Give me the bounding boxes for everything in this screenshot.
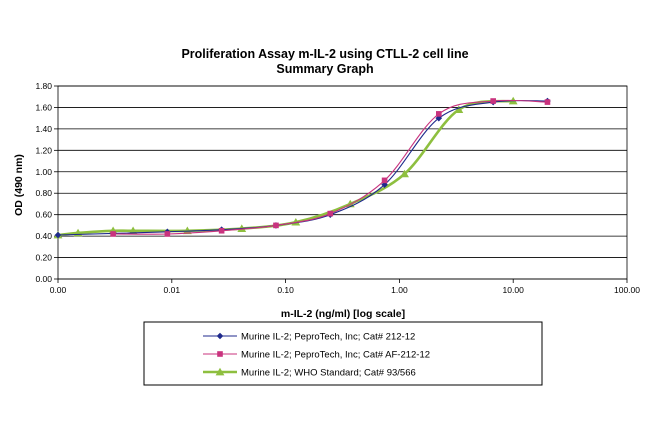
y-tick-label: 1.80 <box>35 81 52 91</box>
series-2-point <box>327 210 334 217</box>
x-tick-label: 10.00 <box>503 285 525 295</box>
x-tick-label: 100.00 <box>614 285 640 295</box>
series-3-point <box>128 226 138 235</box>
series-2-point <box>218 227 225 234</box>
y-tick-label: 1.40 <box>35 124 52 134</box>
series-3-point <box>182 226 192 235</box>
series-3 <box>53 96 518 239</box>
series-3-point <box>400 169 409 178</box>
series-2-point <box>164 231 171 237</box>
series-3-point <box>291 217 301 226</box>
x-tick-label: 1.00 <box>391 285 408 295</box>
y-tick-label: 1.00 <box>35 167 52 177</box>
y-axis-label: OD (490 nm) <box>13 154 25 216</box>
chart-subtitle: Summary Graph <box>276 62 373 76</box>
y-tick-label: 1.20 <box>35 145 52 155</box>
y-tick-label: 0.80 <box>35 188 52 198</box>
x-tick-label: 0.00 <box>50 285 67 295</box>
legend-label: Murine IL-2; PeproTech, Inc; Cat# 212-12 <box>241 332 415 343</box>
legend-label: Murine IL-2; WHO Standard; Cat# 93/566 <box>241 368 416 379</box>
legend-swatch-marker <box>215 367 225 376</box>
legend: Murine IL-2; PeproTech, Inc; Cat# 212-12… <box>203 332 430 379</box>
plot-frame <box>57 85 628 280</box>
series-layer <box>53 96 551 239</box>
legend-entry-1: Murine IL-2; PeproTech, Inc; Cat# 212-12 <box>203 332 415 343</box>
legend-swatch-marker <box>217 351 223 357</box>
series-2-point <box>381 177 388 184</box>
y-tick-label: 0.40 <box>35 231 52 241</box>
y-tick-label: 1.60 <box>35 102 52 112</box>
y-axis-ticks: 0.00 0.20 0.40 0.60 0.80 1.00 1.20 1.40 1.60 1.80 <box>35 81 58 284</box>
series-3-point <box>454 105 464 113</box>
series-2-line <box>113 99 548 235</box>
series-1-point <box>54 231 62 239</box>
x-tick-label: 0.01 <box>164 285 181 295</box>
grid <box>57 85 628 280</box>
legend-entry-3: Murine IL-2; WHO Standard; Cat# 93/566 <box>203 368 416 379</box>
series-2-point <box>273 222 279 229</box>
series-2-point <box>436 111 442 117</box>
legend-swatch-marker <box>216 332 224 340</box>
legend-label: Murine IL-2; PeproTech, Inc; Cat# AF-212… <box>241 350 430 361</box>
legend-entry-2: Murine IL-2; PeproTech, Inc; Cat# AF-212… <box>203 350 430 361</box>
y-tick-label: 0.20 <box>35 253 52 263</box>
series-2-point <box>490 98 496 104</box>
series-2-point <box>110 231 116 237</box>
y-tick-label: 0.00 <box>35 274 52 284</box>
series-2 <box>110 98 551 237</box>
x-axis-ticks: 0.00 0.01 0.10 1.00 10.00 100.00 <box>50 279 640 295</box>
chart-title: Proliferation Assay m-IL-2 using CTLL-2 … <box>181 47 468 61</box>
y-tick-label: 0.60 <box>35 210 52 220</box>
x-tick-label: 0.10 <box>277 285 294 295</box>
series-2-point <box>544 99 551 105</box>
x-axis-label: m-IL-2 (ng/ml) [log scale] <box>281 308 405 320</box>
series-1 <box>54 97 551 239</box>
